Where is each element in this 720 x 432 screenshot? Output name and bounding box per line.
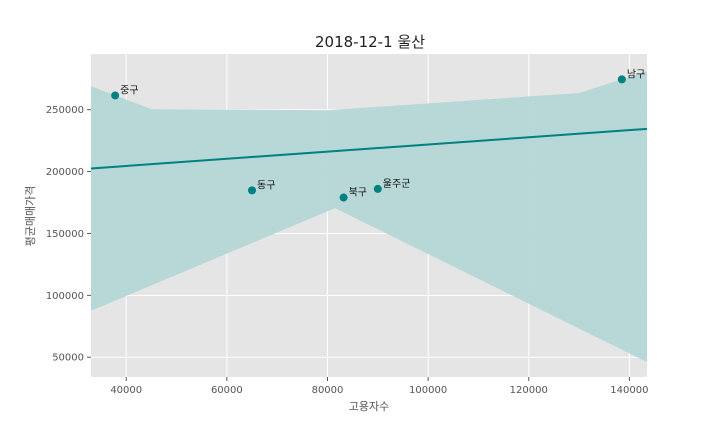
data-point [339, 193, 348, 202]
y-tick-label: 200000 [46, 167, 84, 178]
y-tick-label: 250000 [46, 105, 84, 116]
data-point-label: 중구 [120, 84, 138, 96]
x-tick-label: 60000 [211, 385, 243, 396]
x-tick-label: 40000 [110, 385, 142, 396]
confidence-band [91, 71, 647, 363]
data-point-label: 북구 [349, 187, 367, 199]
x-tick-label: 100000 [409, 385, 447, 396]
data-point [111, 91, 120, 100]
data-point-label: 동구 [257, 179, 275, 191]
regression-line [90, 127, 648, 170]
y-axis-label: 평균매매가격 [24, 186, 37, 247]
data-point [373, 184, 382, 193]
data-point-label: 남구 [627, 68, 645, 80]
data-point-label: 울주군 [383, 178, 411, 190]
x-axis-ticks: 40000 60000 80000 100000 120000 140000 [110, 377, 648, 396]
chart-title: 2018-12-1 울산 [315, 33, 425, 51]
y-tick-label: 50000 [52, 353, 84, 364]
y-tick-label: 150000 [46, 229, 84, 240]
data-point [248, 186, 257, 195]
y-axis-ticks: 50000 100000 150000 200000 250000 [46, 105, 91, 364]
data-point [617, 75, 626, 84]
x-tick-label: 140000 [610, 385, 648, 396]
x-axis-label: 고용자수 [349, 400, 389, 413]
x-tick-label: 80000 [312, 385, 344, 396]
y-tick-label: 100000 [46, 291, 84, 302]
x-tick-label: 120000 [510, 385, 548, 396]
